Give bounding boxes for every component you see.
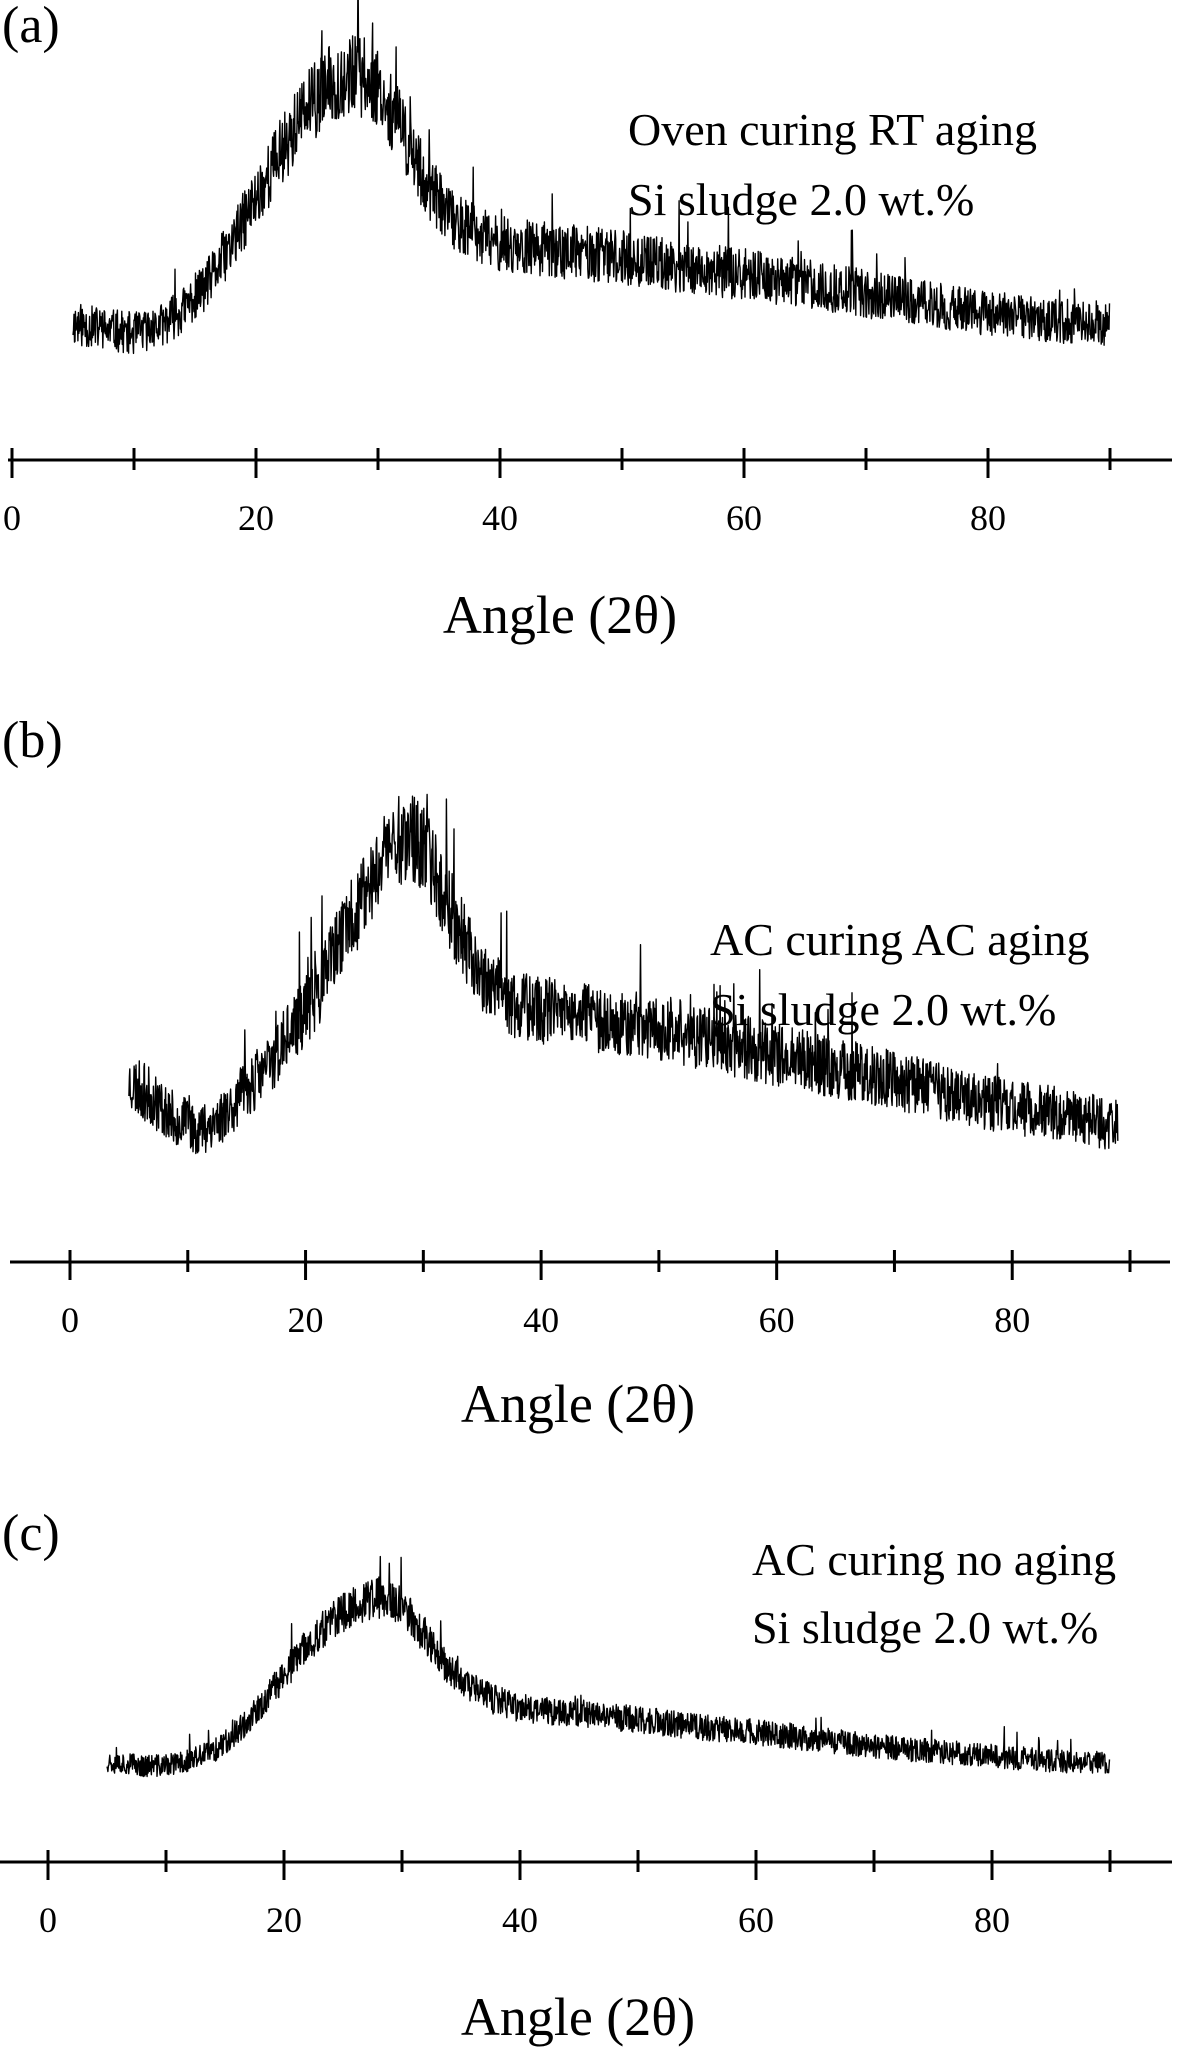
panel-c-x-axis: 0 20 40 60 80 (0, 1850, 1172, 1940)
panel-c-tick-label-40: 40 (502, 1900, 538, 1940)
panel-a: (a) Oven curing RT aging Si sludge 2.0 w… (2, 0, 1172, 645)
panel-b-x-axis-title: Angle (2θ) (461, 1374, 695, 1434)
panel-b-diffraction-trace (128, 793, 1119, 1155)
panel-a-tick-label-20: 20 (238, 498, 274, 538)
panel-a-series (72, 0, 1111, 355)
panel-c-tick-label-20: 20 (266, 1900, 302, 1940)
panel-a-label: (a) (2, 0, 60, 54)
panel-b-tick-label-20: 20 (288, 1300, 324, 1340)
panel-c-annotation-line-2: Si sludge 2.0 wt.% (752, 1602, 1098, 1653)
panel-a-annotation-line-2: Si sludge 2.0 wt.% (628, 174, 974, 225)
panel-a-tick-label-0: 0 (3, 498, 21, 538)
panel-c-tick-label-60: 60 (738, 1900, 774, 1940)
panel-a-tick-label-40: 40 (482, 498, 518, 538)
panel-a-diffraction-trace (72, 0, 1111, 355)
panel-c-annotation-line-1: AC curing no aging (752, 1534, 1116, 1585)
panel-c: (c) AC curing no aging Si sludge 2.0 wt.… (0, 1505, 1172, 2047)
panel-c-series (106, 1555, 1111, 1778)
panel-b-tick-label-0: 0 (61, 1300, 79, 1340)
panel-b-series (128, 793, 1119, 1155)
panel-c-diffraction-trace (106, 1555, 1111, 1778)
panel-b-tick-label-40: 40 (523, 1300, 559, 1340)
panel-b-tick-label-80: 80 (994, 1300, 1030, 1340)
panel-b-label: (b) (2, 712, 63, 769)
panel-b-tick-label-60: 60 (759, 1300, 795, 1340)
panel-b-annotation-line-1: AC curing AC aging (710, 914, 1089, 965)
panel-c-tick-label-0: 0 (39, 1900, 57, 1940)
panel-a-x-axis: 0 20 40 60 80 (3, 448, 1172, 538)
panel-b: (b) AC curing AC aging Si sludge 2.0 wt.… (2, 712, 1170, 1434)
panel-c-label: (c) (2, 1505, 60, 1562)
panel-b-annotation-line-2: Si sludge 2.0 wt.% (710, 984, 1056, 1035)
panel-a-annotation-line-1: Oven curing RT aging (628, 104, 1037, 155)
panel-b-x-axis: 0 20 40 60 80 (10, 1250, 1170, 1340)
panel-c-x-axis-title: Angle (2θ) (461, 1987, 695, 2047)
panel-a-tick-label-60: 60 (726, 498, 762, 538)
panel-a-tick-label-80: 80 (970, 498, 1006, 538)
panel-c-tick-label-80: 80 (974, 1900, 1010, 1940)
panel-a-x-axis-title: Angle (2θ) (443, 585, 677, 645)
